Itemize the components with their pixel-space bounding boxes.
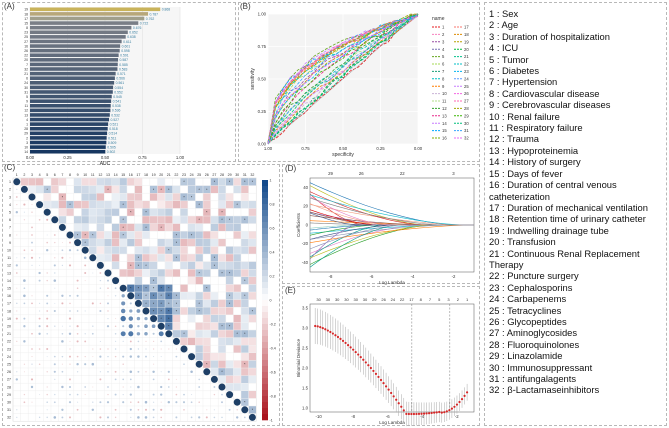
variable-legend-item: 5 : Tumor: [489, 53, 529, 65]
variable-legend-item: 8 : Cardiovascular disease: [489, 87, 600, 99]
panel-label-b: (B): [240, 2, 251, 11]
panel-c-frame: [2, 164, 280, 426]
panel-label-a: (A): [4, 2, 15, 11]
variable-legend-item: 13 : Hypoproteinemia: [489, 144, 579, 156]
variable-legend-item: 28 : Fluoroquinolones: [489, 338, 580, 350]
variable-legend-item: 16 : Duration of central venous catheter…: [489, 179, 620, 202]
variable-legend-item: 24 : Carbapenems: [489, 293, 567, 305]
variable-legend-item: 30 : Immunosuppressant: [489, 361, 593, 373]
panel-b-frame: [238, 2, 480, 162]
variable-legend-item: 15 : Days of fever: [489, 167, 563, 179]
variable-legend-item: 1 : Sex: [489, 8, 519, 19]
panel-e-frame: [282, 286, 480, 426]
variable-legend-item: 17 : Duration of mechanical ventilation: [489, 201, 648, 213]
variable-legend-item: 26 : Glycopeptides: [489, 315, 567, 327]
variable-legend-item: 7 : Hypertension: [489, 76, 558, 88]
variable-legend-item: 31 : antifungalagents: [489, 373, 577, 384]
variable-legend-item: 11 : Respiratory failure: [489, 122, 583, 134]
variable-legend-item: 29 : Linazolamide: [489, 350, 563, 362]
variable-legend-item: 27 : Aminoglycosides: [489, 327, 578, 339]
panel-a-frame: [2, 2, 236, 162]
panel-label-d: (D): [285, 164, 297, 173]
variable-legend-item: 3 : Duration of hospitalization: [489, 30, 610, 42]
variable-legend-item: 12 : Trauma: [489, 133, 540, 145]
variable-legend-item: 32 : β-Lactamaseinhibitors: [489, 384, 600, 396]
variable-legend-item: 6 : Diabetes: [489, 65, 540, 77]
variable-legend-item: 4 : ICU: [489, 42, 519, 54]
variable-legend-item: 2 : Age: [489, 19, 519, 31]
panel-d-frame: [282, 164, 480, 284]
variable-legend-item: 14 : History of surgery: [489, 156, 581, 168]
variable-legend-item: 25 : Tetracyclines: [489, 304, 562, 316]
variable-legend-item: 19 : Indwelling drainage tube: [489, 224, 609, 236]
variable-legend-item: 23 : Cephalosporins: [489, 281, 573, 293]
variable-legend-item: 9 : Cerebrovascular diseases: [489, 99, 611, 111]
panel-label-e: (E): [285, 286, 296, 295]
variable-legend-item: 21 : Continuous Renal Replacement Therap…: [489, 247, 643, 270]
variable-legend-item: 22 : Puncture surgery: [489, 270, 579, 282]
panel-legend-frame: [484, 2, 667, 426]
panel-label-c: (C): [4, 163, 16, 172]
variable-legend-item: 18 : Retention time of urinary catheter: [489, 213, 646, 225]
variable-legend-list: 1 : Sex 2 : Age 3 : Duration of hospitaliz…: [489, 8, 661, 396]
variable-legend-item: 20 : Transfusion: [489, 236, 556, 248]
variable-legend-item: 10 : Renal failure: [489, 110, 560, 122]
